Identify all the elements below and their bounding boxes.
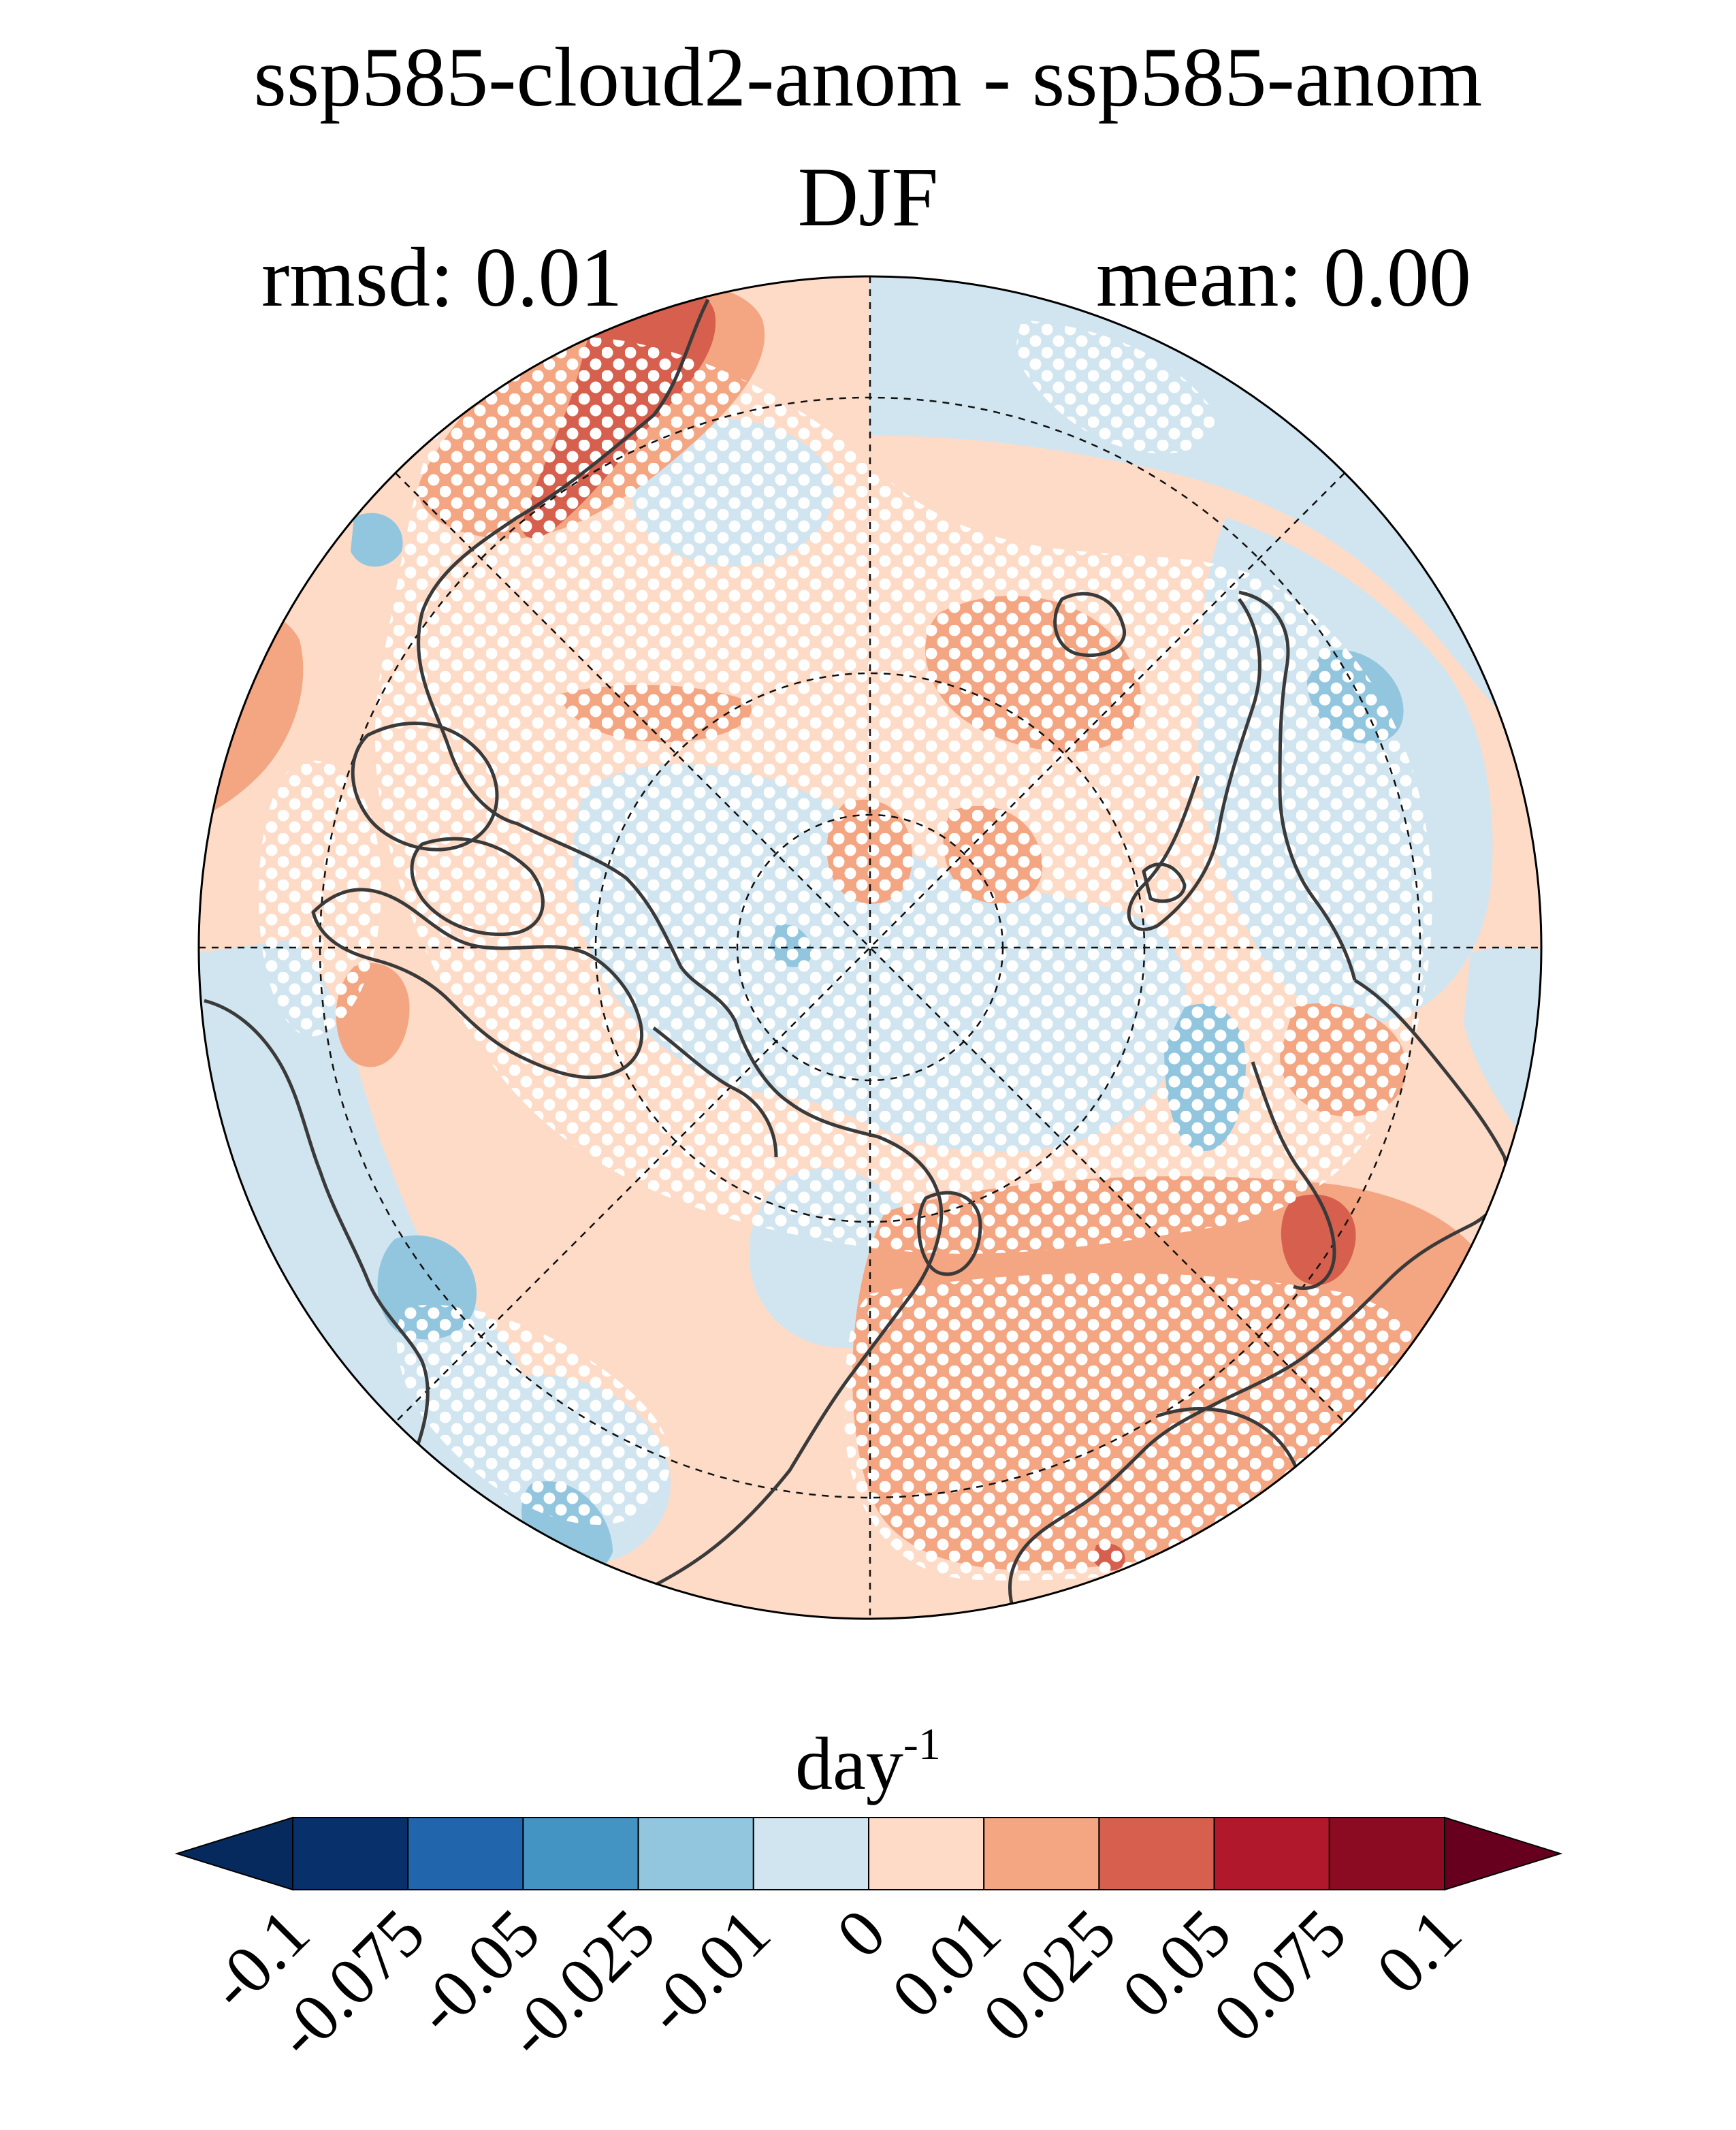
units-exponent: -1 — [903, 1720, 941, 1769]
units-base: day — [795, 1722, 903, 1805]
colorbar-bin — [292, 1817, 409, 1890]
meridian-45 — [395, 472, 1345, 1423]
coastline-novaya-zemlya — [917, 1191, 982, 1276]
coastline-iceland — [1053, 592, 1127, 658]
colorbar-bin — [522, 1817, 639, 1890]
colorbar-bin — [637, 1817, 754, 1890]
coastline-europe — [1127, 598, 1261, 931]
colorbar-extend-max — [1444, 1816, 1563, 1891]
colorbar-tick-label: -0.01 — [631, 1894, 785, 2048]
map-boundary — [197, 275, 1543, 1620]
coastline-alaska — [652, 1027, 778, 1158]
coastline-arctic-islands — [351, 722, 499, 852]
units-label: day-1 — [0, 1722, 1736, 1802]
coastlines — [204, 298, 1509, 1614]
season-label: DJF — [797, 150, 939, 244]
colorbar-tick-label: 0.1 — [1362, 1894, 1476, 2008]
colorbar-bin — [407, 1817, 524, 1890]
coastline-scandinavia — [1238, 590, 1357, 981]
colorbar-bin — [1328, 1817, 1446, 1890]
coastline-baffin — [410, 837, 545, 937]
rmsd-label: rmsd: 0.01 — [261, 231, 623, 324]
anomaly-field — [199, 276, 1541, 1619]
polar-map — [197, 275, 1543, 1620]
colorbar-tick-label: 0.025 — [968, 1894, 1130, 2056]
graticule — [199, 276, 1541, 1619]
colorbar-bin — [752, 1817, 870, 1890]
colorbar-bin — [1213, 1817, 1330, 1890]
colorbar-bin — [983, 1817, 1100, 1890]
colorbar: -0.1-0.075-0.05-0.025-0.01 00.010.0250.05… — [174, 1816, 1563, 2072]
coastline-svalbard — [1142, 862, 1187, 903]
colorbar-bin — [1098, 1817, 1215, 1890]
mean-label: mean: 0.00 — [1096, 231, 1471, 324]
colorbar-extend-min — [174, 1816, 293, 1891]
coastline-kamchatka — [1251, 1061, 1336, 1291]
colorbar-bin — [868, 1817, 985, 1890]
coastline-greenland — [417, 298, 944, 1602]
colorbar-tick-label: 0.075 — [1199, 1894, 1361, 2056]
coastline-arctic-archipelago — [311, 888, 644, 1080]
colorbar-tick-label: 0 — [822, 1894, 900, 1972]
plot-title: ssp585-cloud2-anom - ssp585-anom — [253, 31, 1483, 124]
meridian-135 — [395, 472, 1345, 1423]
coastline-eurasia — [1008, 978, 1509, 1614]
